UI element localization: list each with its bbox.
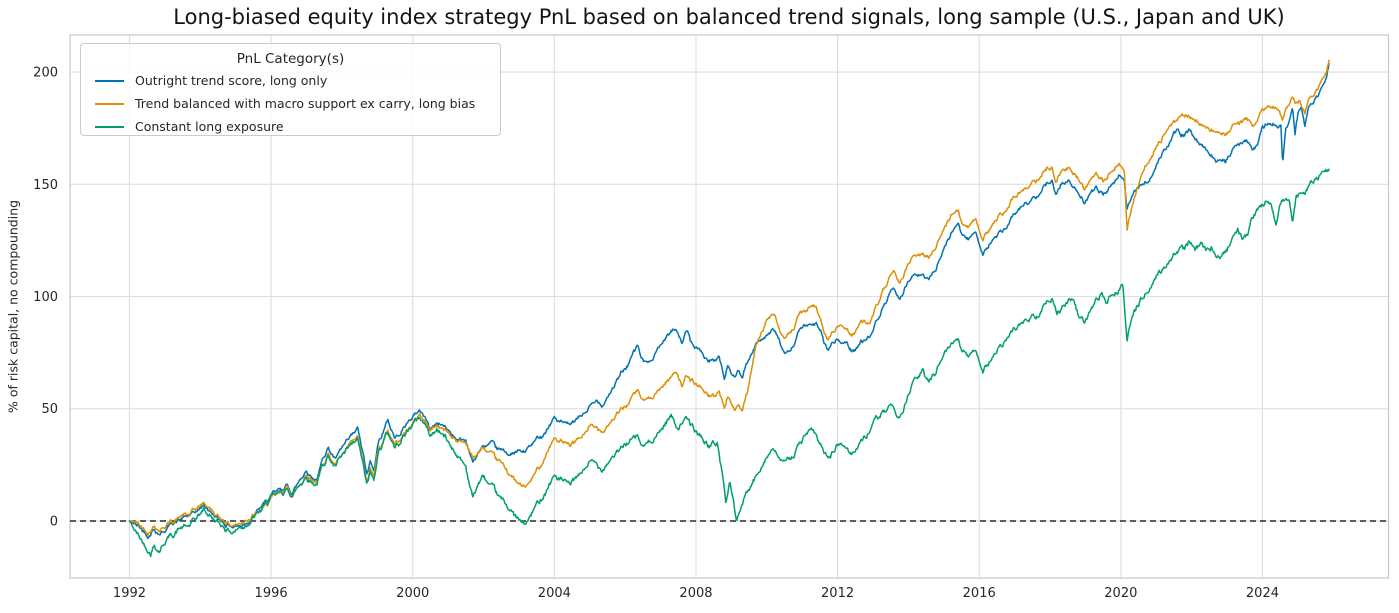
legend-title: PnL Category(s)	[236, 51, 345, 67]
svg-text:200: 200	[33, 66, 58, 81]
y-tick-labels: 0 50 100 150 200	[33, 66, 58, 530]
svg-text:2016: 2016	[963, 586, 996, 601]
x-tick-labels: 1992 1996 2000 2004 2008 2012 2016 2020 2024	[113, 586, 1279, 601]
legend-label: Constant long exposure	[135, 119, 284, 134]
orange-line-swatch-icon	[95, 102, 124, 105]
svg-text:2008: 2008	[679, 586, 712, 601]
series-line-3	[128, 168, 1330, 558]
svg-text:2012: 2012	[821, 586, 854, 601]
svg-text:2000: 2000	[396, 586, 429, 601]
legend-label: Trend balanced with macro support ex car…	[135, 96, 476, 111]
svg-text:2024: 2024	[1246, 586, 1279, 601]
legend-item-trend-balanced: Trend balanced with macro support ex car…	[87, 92, 494, 115]
chart-title: Long-biased equity index strategy PnL ba…	[173, 5, 1285, 29]
series-line-1	[128, 62, 1330, 540]
svg-text:50: 50	[41, 402, 58, 417]
svg-text:2004: 2004	[538, 586, 571, 601]
svg-text:0: 0	[50, 514, 58, 529]
svg-text:1992: 1992	[113, 586, 146, 601]
svg-text:150: 150	[33, 178, 58, 193]
svg-text:2020: 2020	[1104, 586, 1137, 601]
svg-text:1996: 1996	[255, 586, 288, 601]
legend-label: Outright trend score, long only	[135, 73, 328, 88]
green-line-swatch-icon	[95, 125, 124, 128]
legend-item-outright-trend: Outright trend score, long only	[87, 69, 494, 92]
svg-text:100: 100	[33, 290, 58, 305]
blue-line-swatch-icon	[95, 79, 124, 82]
legend: PnL Category(s) Outright trend score, lo…	[80, 43, 501, 136]
gridlines	[70, 35, 1389, 578]
series-line-2	[128, 59, 1330, 537]
legend-item-constant-long: Constant long exposure	[87, 115, 494, 138]
plot-border	[69, 34, 1390, 579]
